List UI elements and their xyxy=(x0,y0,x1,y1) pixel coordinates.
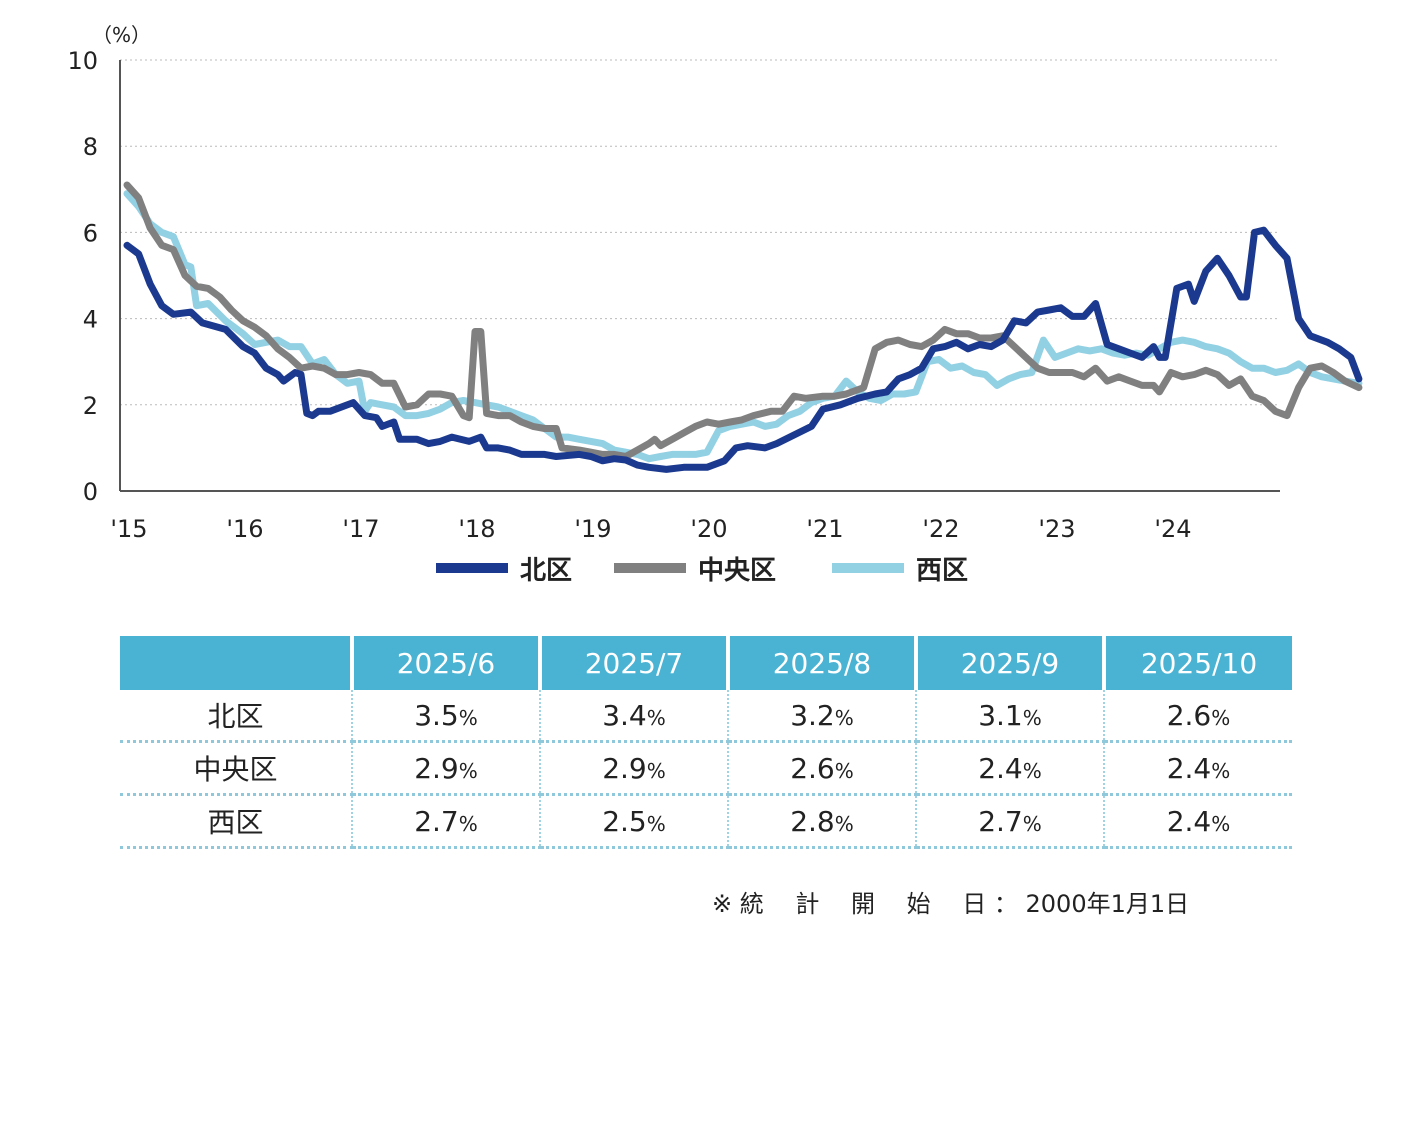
table-cell: 2.4% xyxy=(1103,741,1292,796)
percent-sign: % xyxy=(458,811,478,836)
series-line-chuo xyxy=(123,181,1363,460)
percent-sign: % xyxy=(834,811,854,836)
y-tick-label: 0 xyxy=(83,478,98,506)
percent-sign: % xyxy=(1022,811,1042,836)
series-lines xyxy=(123,181,1363,473)
statistics-start-note: ※ 統 計 開 始 日 ： 2000年1月1日 xyxy=(712,890,1190,918)
table-cell: 2.6% xyxy=(1103,690,1292,743)
table-header-cell: 2025/6 xyxy=(350,636,540,690)
percent-sign: % xyxy=(646,811,666,836)
table-row: 西区 2.7% 2.5% 2.8% 2.7% 2.4% xyxy=(120,794,1292,849)
percent-sign: % xyxy=(646,705,666,730)
percent-sign: % xyxy=(646,758,666,783)
series-line-kita xyxy=(123,226,1363,473)
percent-sign: % xyxy=(1022,705,1042,730)
x-tick-label: '18 xyxy=(458,515,495,543)
x-tick-label: '15 xyxy=(110,515,147,543)
row-label: 西区 xyxy=(120,794,352,849)
table-cell: 3.2% xyxy=(727,690,916,743)
table-cell: 2.4% xyxy=(1103,794,1292,849)
legend-label-chuo: 中央区 xyxy=(698,556,776,586)
table-cell: 2.9% xyxy=(539,741,728,796)
table-header-cell: 2025/7 xyxy=(538,636,728,690)
y-axis-unit: （%） xyxy=(92,23,151,47)
recent-vacancy-table: 2025/6 2025/7 2025/8 2025/9 2025/10 北区 3.… xyxy=(120,636,1292,849)
table-cell: 2.7% xyxy=(915,794,1104,849)
y-tick-label: 8 xyxy=(83,133,98,161)
table-row: 中央区 2.9% 2.9% 2.6% 2.4% 2.4% xyxy=(120,741,1292,796)
legend-label-nishi: 西区 xyxy=(916,556,968,586)
table-cell: 2.7% xyxy=(351,794,540,849)
table-cell: 2.9% xyxy=(351,741,540,796)
table-row: 北区 3.5% 3.4% 3.2% 3.1% 2.6% xyxy=(120,690,1292,743)
table-cell: 3.4% xyxy=(539,690,728,743)
table-header-cell: 2025/8 xyxy=(726,636,916,690)
x-tick-label: '22 xyxy=(922,515,959,543)
table-header-cell xyxy=(120,636,352,690)
percent-sign: % xyxy=(834,705,854,730)
y-axis-ticks: 0 2 4 6 8 10 xyxy=(67,47,98,506)
percent-sign: % xyxy=(1211,705,1231,730)
table-cell: 2.4% xyxy=(915,741,1104,796)
table-header-cell: 2025/10 xyxy=(1102,636,1292,690)
x-tick-label: '16 xyxy=(226,515,263,543)
x-tick-label: '21 xyxy=(806,515,843,543)
table-header-row: 2025/6 2025/7 2025/8 2025/9 2025/10 xyxy=(120,636,1292,690)
percent-sign: % xyxy=(458,705,478,730)
x-tick-label: '24 xyxy=(1154,515,1191,543)
percent-sign: % xyxy=(1211,758,1231,783)
row-label: 北区 xyxy=(120,690,352,743)
y-tick-label: 4 xyxy=(83,306,98,334)
row-label: 中央区 xyxy=(120,741,352,796)
percent-sign: % xyxy=(834,758,854,783)
y-tick-label: 2 xyxy=(83,392,98,420)
legend: 北区 中央区 西区 xyxy=(436,556,968,586)
legend-label-kita: 北区 xyxy=(520,556,572,586)
table-cell: 2.5% xyxy=(539,794,728,849)
x-tick-label: '17 xyxy=(342,515,379,543)
table-cell: 2.6% xyxy=(727,741,916,796)
percent-sign: % xyxy=(1022,758,1042,783)
x-tick-label: '23 xyxy=(1038,515,1075,543)
percent-sign: % xyxy=(458,758,478,783)
x-axis-ticks: '15 '16 '17 '18 '19 '20 '21 '22 '23 '24 xyxy=(110,515,1191,543)
table-header-cell: 2025/9 xyxy=(914,636,1104,690)
percent-sign: % xyxy=(1211,811,1231,836)
y-tick-label: 10 xyxy=(67,47,98,75)
x-tick-label: '20 xyxy=(690,515,727,543)
table-cell: 3.5% xyxy=(351,690,540,743)
table-cell: 2.8% xyxy=(727,794,916,849)
table-cell: 3.1% xyxy=(915,690,1104,743)
y-tick-label: 6 xyxy=(83,219,98,247)
x-tick-label: '19 xyxy=(574,515,611,543)
